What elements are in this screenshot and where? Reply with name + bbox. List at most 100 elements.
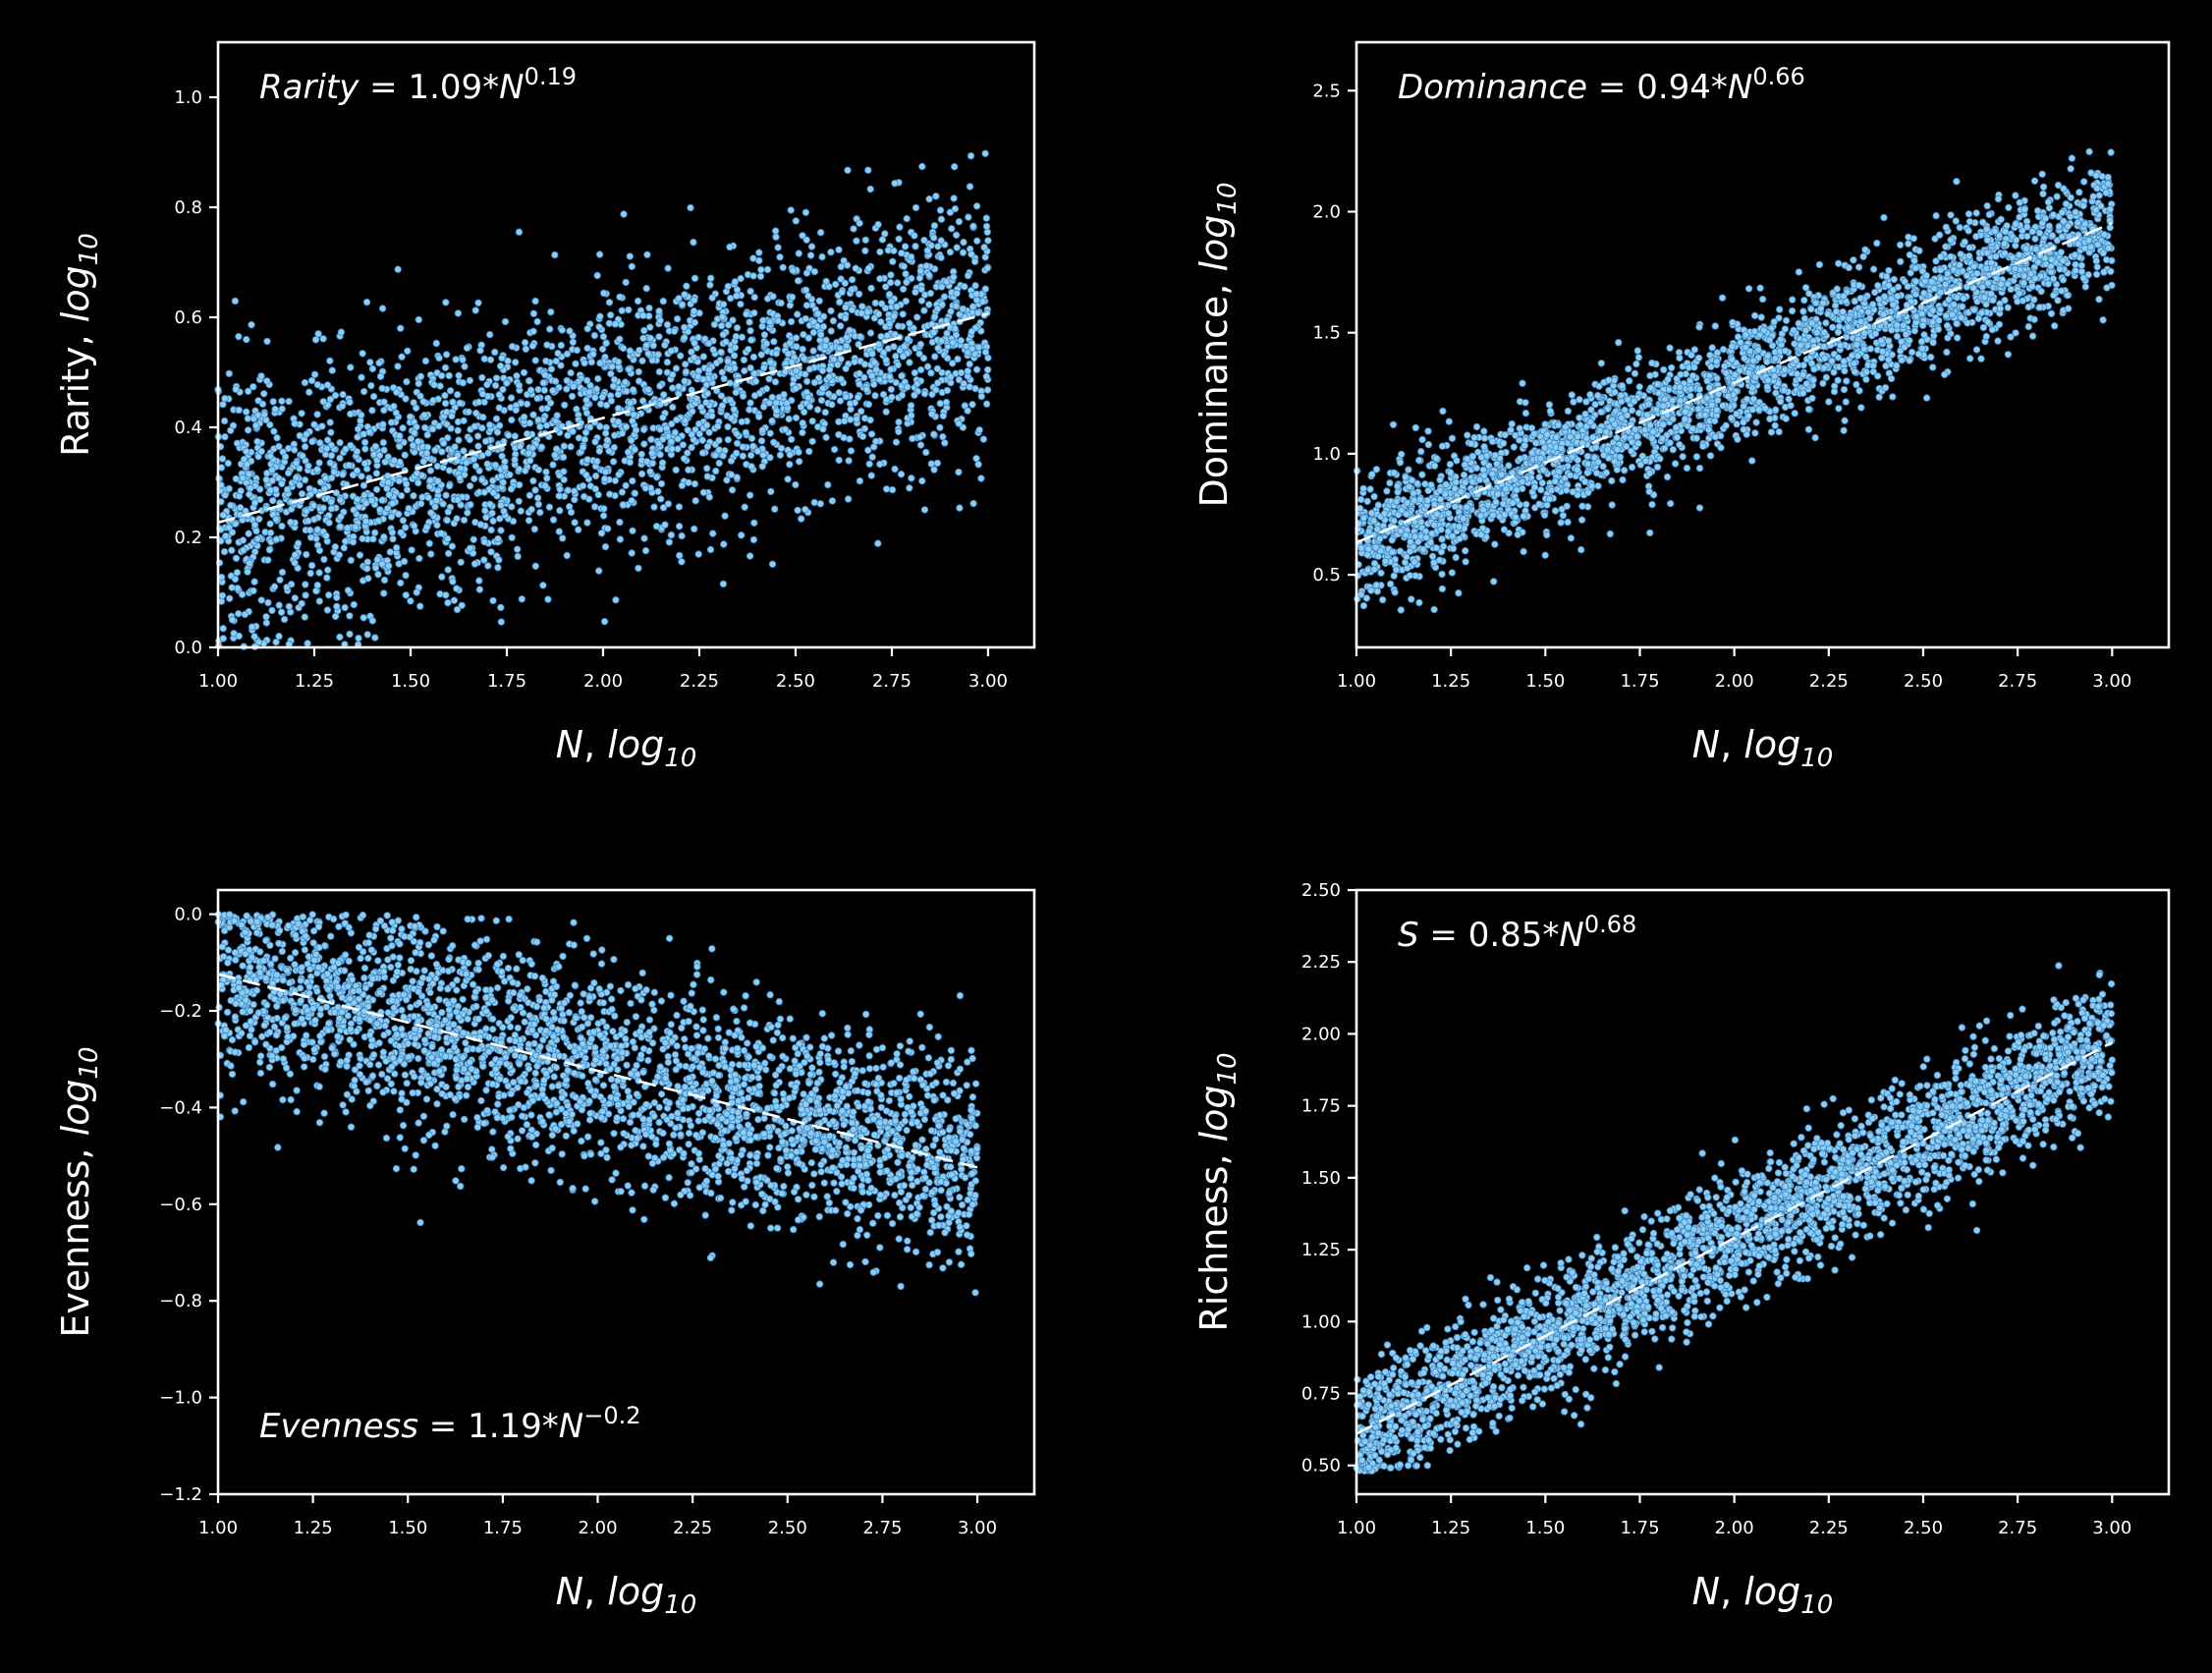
scatter-point bbox=[787, 206, 795, 214]
scatter-point bbox=[1462, 558, 1469, 566]
scatter-point bbox=[941, 439, 949, 447]
scatter-point bbox=[485, 420, 494, 429]
scatter-point bbox=[543, 474, 551, 482]
scatter-point bbox=[598, 393, 606, 401]
scatter-point bbox=[360, 438, 369, 446]
scatter-point bbox=[876, 275, 884, 283]
scatter-point bbox=[956, 504, 964, 512]
scatter-point bbox=[691, 339, 698, 347]
scatter-point bbox=[678, 481, 687, 489]
scatter-point bbox=[302, 591, 309, 599]
scatter-point bbox=[336, 454, 344, 462]
scatter-point bbox=[517, 507, 525, 515]
scatter-point bbox=[747, 434, 756, 442]
scatter-point bbox=[415, 379, 422, 388]
x-axis-label: N, log10 bbox=[556, 723, 697, 773]
scatter-point bbox=[484, 562, 492, 570]
scatter-point bbox=[514, 552, 522, 561]
scatter-point bbox=[387, 418, 396, 426]
scatter-point bbox=[1472, 422, 1481, 431]
scatter-point bbox=[772, 407, 781, 415]
scatter-point bbox=[463, 344, 471, 352]
scatter-point bbox=[853, 237, 860, 245]
scatter-point bbox=[920, 390, 929, 398]
scatter-point bbox=[324, 566, 332, 574]
scatter-point bbox=[937, 337, 946, 345]
scatter-point bbox=[863, 307, 871, 316]
scatter-point bbox=[335, 551, 344, 559]
scatter-point bbox=[1741, 355, 1748, 362]
scatter-point bbox=[1439, 407, 1447, 416]
scatter-point bbox=[323, 444, 331, 453]
chart-panel-dominance: 1.00 1.25 1.50 1.75 2.00 2.25 2.50 2.75 3.000.51… bbox=[1192, 40, 2171, 773]
scatter-point bbox=[453, 515, 461, 523]
scatter-point bbox=[478, 390, 487, 398]
scatter-point bbox=[757, 351, 765, 359]
scatter-point bbox=[333, 593, 341, 601]
scatter-point bbox=[593, 271, 601, 280]
scatter-point bbox=[403, 480, 411, 488]
scatter-point bbox=[731, 344, 740, 352]
scatter-point bbox=[2067, 164, 2074, 173]
scatter-point bbox=[856, 380, 863, 388]
scatter-point bbox=[337, 513, 345, 521]
scatter-point bbox=[646, 334, 654, 342]
scatter-point bbox=[470, 422, 478, 430]
scatter-point bbox=[844, 166, 852, 174]
scatter-point bbox=[983, 264, 992, 272]
scatter-point bbox=[942, 398, 951, 407]
scatter-point bbox=[794, 310, 802, 318]
scatter-point bbox=[233, 439, 242, 447]
scatter-point bbox=[904, 383, 912, 391]
scatter-point bbox=[928, 320, 936, 328]
scatter-point bbox=[326, 418, 334, 426]
scatter-point bbox=[264, 556, 272, 564]
scatter-point bbox=[647, 435, 655, 443]
scatter-point bbox=[1679, 453, 1687, 461]
scatter-point bbox=[499, 478, 507, 486]
scatter-point bbox=[645, 304, 653, 312]
scatter-point bbox=[766, 454, 774, 462]
scatter-point bbox=[2039, 190, 2047, 197]
scatter-point bbox=[366, 359, 374, 366]
scatter-point bbox=[850, 225, 857, 233]
scatter-point bbox=[753, 447, 762, 455]
scatter-point bbox=[649, 342, 657, 350]
scatter-point bbox=[438, 448, 446, 456]
scatter-point bbox=[825, 365, 834, 373]
scatter-point bbox=[486, 500, 494, 508]
scatter-point bbox=[2030, 177, 2039, 185]
scatter-point bbox=[1514, 530, 1521, 538]
scatter-point bbox=[2059, 276, 2068, 284]
scatter-point bbox=[239, 474, 247, 482]
scatter-point bbox=[1438, 535, 1446, 543]
scatter-point bbox=[443, 534, 452, 543]
scatter-point bbox=[771, 378, 780, 386]
scatter-point bbox=[792, 414, 801, 421]
scatter-point bbox=[369, 450, 378, 459]
scatter-point bbox=[913, 380, 921, 388]
scatter-point bbox=[1751, 429, 1759, 437]
scatter-point bbox=[1830, 368, 1838, 376]
scatter-point bbox=[769, 293, 777, 301]
scatter-point bbox=[390, 403, 398, 411]
scatter-point bbox=[733, 429, 741, 438]
scatter-point bbox=[384, 478, 392, 486]
scatter-point bbox=[251, 421, 260, 429]
scatter-point bbox=[770, 338, 778, 346]
scatter-point bbox=[436, 382, 444, 390]
scatter-point bbox=[579, 443, 587, 452]
scatter-point bbox=[387, 513, 396, 521]
scatter-point bbox=[908, 412, 915, 419]
scatter-point bbox=[746, 552, 754, 560]
scatter-point bbox=[1965, 217, 1974, 226]
scatter-point bbox=[539, 582, 547, 589]
scatter-point bbox=[628, 497, 636, 505]
scatter-point bbox=[454, 391, 462, 399]
scatter-point bbox=[525, 419, 534, 427]
scatter-point bbox=[1510, 443, 1518, 451]
scatter-point bbox=[432, 339, 440, 348]
scatter-point bbox=[402, 572, 410, 580]
scatter-point bbox=[283, 485, 292, 493]
scatter-point bbox=[642, 341, 650, 350]
